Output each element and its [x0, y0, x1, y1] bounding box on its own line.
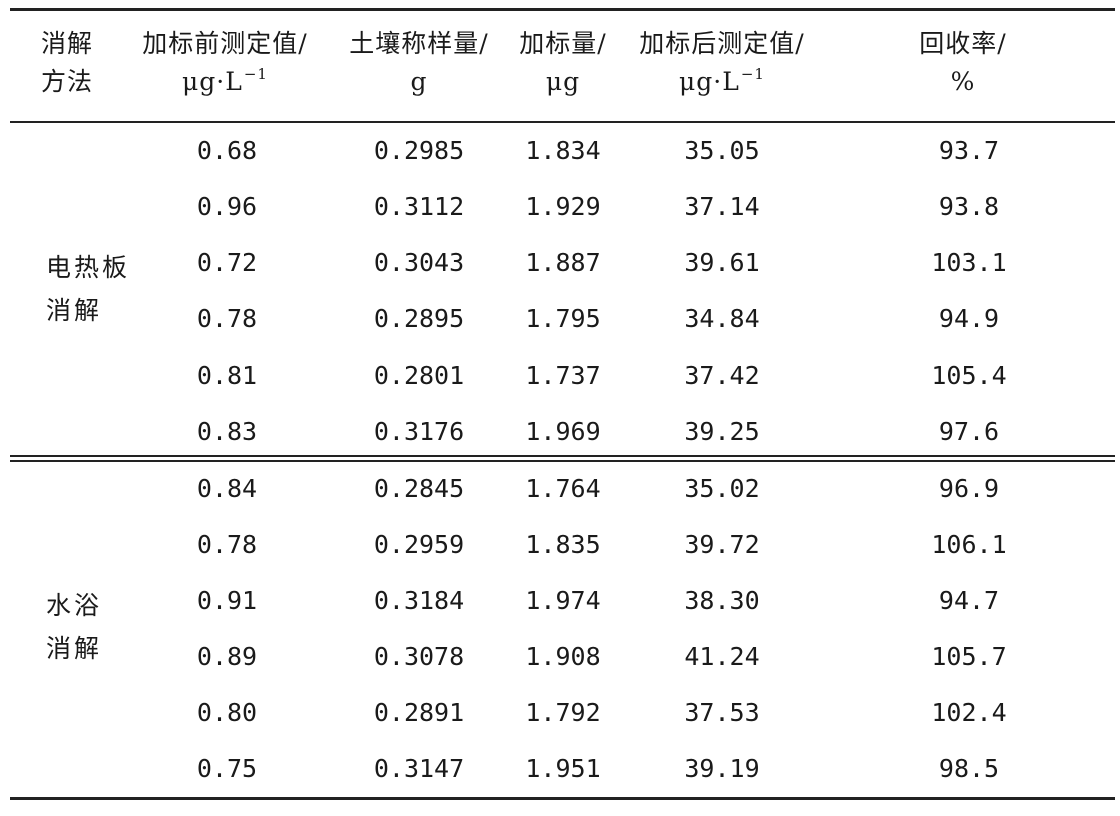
header-pre-value-unit: μg·L−1: [182, 65, 268, 96]
cell-recovery: 103.1: [931, 248, 1007, 277]
cell-post-value: 35.05: [684, 136, 760, 165]
header-rule: [10, 121, 1115, 123]
cell-soil-mass: 0.2801: [373, 361, 465, 390]
cell-pre-value: 0.80: [196, 698, 258, 727]
cell-pre-value: 0.75: [196, 754, 258, 783]
cell-spike-amount: 1.887: [525, 248, 601, 277]
cell-soil-mass: 0.3112: [373, 192, 465, 221]
header-method-line2: 方法: [40, 67, 94, 96]
cell-post-value: 37.53: [684, 698, 760, 727]
header-soil-mass-line1: 土壤称样量/: [349, 29, 489, 58]
table-top-rule: [10, 8, 1115, 11]
cell-post-value: 39.19: [684, 754, 760, 783]
cell-pre-value: 0.96: [196, 192, 258, 221]
cell-recovery: 105.7: [931, 642, 1007, 671]
cell-recovery: 94.9: [938, 304, 1000, 333]
header-soil-mass: 土壤称样量/ g: [349, 30, 488, 96]
group-separator-rule-upper: [10, 455, 1115, 457]
header-spike-amount-line1: 加标量/: [519, 29, 607, 58]
cell-soil-mass: 0.3078: [373, 642, 465, 671]
cell-recovery: 106.1: [931, 530, 1007, 559]
cell-spike-amount: 1.929: [525, 192, 601, 221]
cell-recovery: 93.7: [938, 136, 1000, 165]
cell-soil-mass: 0.3176: [373, 417, 465, 446]
cell-soil-mass: 0.3184: [373, 586, 465, 615]
cell-post-value: 35.02: [684, 474, 760, 503]
header-method: 消解 方法: [41, 30, 93, 96]
cell-pre-value: 0.91: [196, 586, 258, 615]
cell-pre-value: 0.72: [196, 248, 258, 277]
method-label-water-bath: 水浴 消解: [46, 591, 103, 663]
cell-pre-value: 0.89: [196, 642, 258, 671]
cell-post-value: 39.61: [684, 248, 760, 277]
cell-pre-value: 0.84: [196, 474, 258, 503]
recovery-table: 消解 方法 加标前测定值/ μg·L−1 土壤称样量/ g 加标量/ μg 加标…: [10, 0, 1115, 816]
cell-spike-amount: 1.835: [525, 530, 601, 559]
cell-soil-mass: 0.2891: [373, 698, 465, 727]
header-recovery-line1: 回收率/: [919, 29, 1007, 58]
cell-pre-value: 0.68: [196, 136, 258, 165]
cell-post-value: 34.84: [684, 304, 760, 333]
cell-spike-amount: 1.795: [525, 304, 601, 333]
cell-post-value: 38.30: [684, 586, 760, 615]
cell-soil-mass: 0.3043: [373, 248, 465, 277]
cell-post-value: 37.42: [684, 361, 760, 390]
header-post-value-line1: 加标后测定值/: [639, 29, 805, 58]
cell-soil-mass: 0.2895: [373, 304, 465, 333]
cell-spike-amount: 1.792: [525, 698, 601, 727]
cell-pre-value: 0.78: [196, 304, 258, 333]
header-post-value-unit: μg·L−1: [679, 65, 765, 96]
table-bottom-rule: [10, 797, 1115, 800]
cell-recovery: 96.9: [938, 474, 1000, 503]
cell-recovery: 94.7: [938, 586, 1000, 615]
group-separator-rule-lower: [10, 460, 1115, 462]
cell-pre-value: 0.78: [196, 530, 258, 559]
cell-spike-amount: 1.951: [525, 754, 601, 783]
cell-soil-mass: 0.2959: [373, 530, 465, 559]
cell-post-value: 39.72: [684, 530, 760, 559]
header-post-value: 加标后测定值/ μg·L−1: [639, 30, 804, 99]
cell-spike-amount: 1.737: [525, 361, 601, 390]
cell-spike-amount: 1.764: [525, 474, 601, 503]
cell-soil-mass: 0.2845: [373, 474, 465, 503]
header-spike-amount-unit: μg: [545, 67, 581, 96]
method-label-hotplate: 电热板 消解: [46, 253, 131, 325]
cell-pre-value: 0.83: [196, 417, 258, 446]
cell-recovery: 102.4: [931, 698, 1007, 727]
cell-recovery: 98.5: [938, 754, 1000, 783]
header-recovery-unit: %: [950, 67, 976, 96]
cell-spike-amount: 1.974: [525, 586, 601, 615]
cell-pre-value: 0.81: [196, 361, 258, 390]
cell-spike-amount: 1.908: [525, 642, 601, 671]
cell-recovery: 97.6: [938, 417, 1000, 446]
cell-post-value: 37.14: [684, 192, 760, 221]
cell-spike-amount: 1.834: [525, 136, 601, 165]
cell-post-value: 41.24: [684, 642, 760, 671]
header-soil-mass-unit: g: [410, 67, 428, 96]
cell-spike-amount: 1.969: [525, 417, 601, 446]
cell-soil-mass: 0.3147: [373, 754, 465, 783]
header-recovery: 回收率/ %: [919, 30, 1006, 96]
cell-recovery: 105.4: [931, 361, 1007, 390]
header-pre-value-line1: 加标前测定值/: [142, 29, 308, 58]
cell-soil-mass: 0.2985: [373, 136, 465, 165]
header-pre-value: 加标前测定值/ μg·L−1: [142, 30, 307, 99]
cell-recovery: 93.8: [938, 192, 1000, 221]
header-spike-amount: 加标量/ μg: [519, 30, 606, 96]
cell-post-value: 39.25: [684, 417, 760, 446]
header-method-line1: 消解: [40, 29, 94, 58]
